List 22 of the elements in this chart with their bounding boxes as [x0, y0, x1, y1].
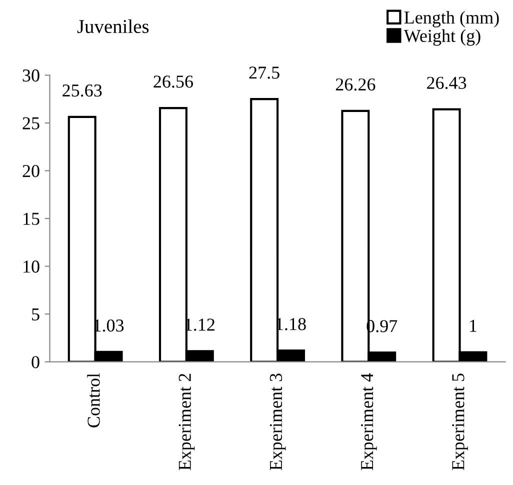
legend-label: Weight (g)	[404, 29, 480, 46]
legend-label: Length (mm)	[404, 10, 499, 28]
data-label: 25.63	[62, 84, 102, 97]
y-tick-label: 0	[32, 356, 40, 368]
y-tick-label: 5	[32, 308, 40, 320]
x-tick-label: Experiment 3	[270, 374, 286, 470]
chart-title: Juveniles	[77, 19, 149, 34]
data-label: 26.56	[154, 76, 193, 88]
y-tick-label: 20	[22, 164, 40, 178]
x-tick-label: Control	[87, 373, 100, 428]
y-tick-label: 30	[22, 69, 40, 82]
x-tick-label: Experiment 5	[452, 374, 468, 470]
x-tick-label: Experiment 2	[178, 374, 195, 470]
data-label: 26.26	[336, 78, 376, 91]
y-tick-label: 10	[24, 260, 40, 273]
y-tick-label: 15	[24, 212, 40, 225]
data-label: 26.43	[427, 76, 466, 90]
x-tick-label: Experiment 4	[361, 373, 377, 470]
data-label: 27.5	[249, 66, 280, 79]
data-label: 1	[470, 320, 476, 332]
data-label: 1.18	[276, 318, 306, 330]
y-tick-label: 25	[22, 117, 40, 130]
